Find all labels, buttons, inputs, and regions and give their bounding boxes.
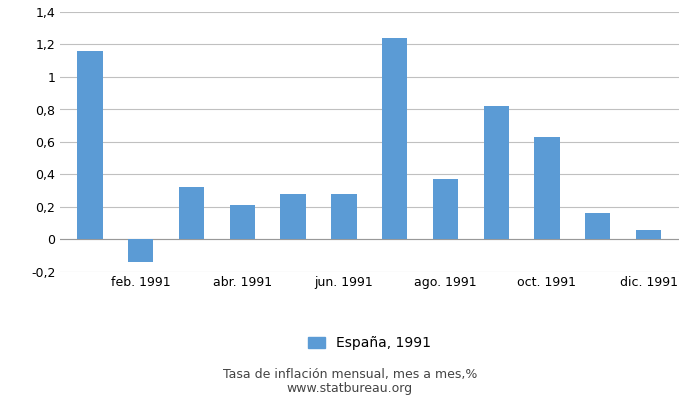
Bar	[585, 214, 610, 240]
Bar	[128, 240, 153, 262]
Bar	[281, 194, 306, 240]
Bar	[178, 188, 204, 240]
Bar	[77, 51, 103, 240]
Bar	[382, 38, 407, 240]
Legend: España, 1991: España, 1991	[308, 336, 430, 350]
Bar	[534, 137, 560, 240]
Bar	[484, 106, 509, 240]
Text: www.statbureau.org: www.statbureau.org	[287, 382, 413, 395]
Bar	[636, 230, 662, 240]
Text: Tasa de inflación mensual, mes a mes,%: Tasa de inflación mensual, mes a mes,%	[223, 368, 477, 381]
Bar	[230, 205, 255, 240]
Bar	[433, 179, 458, 240]
Bar	[331, 194, 356, 240]
